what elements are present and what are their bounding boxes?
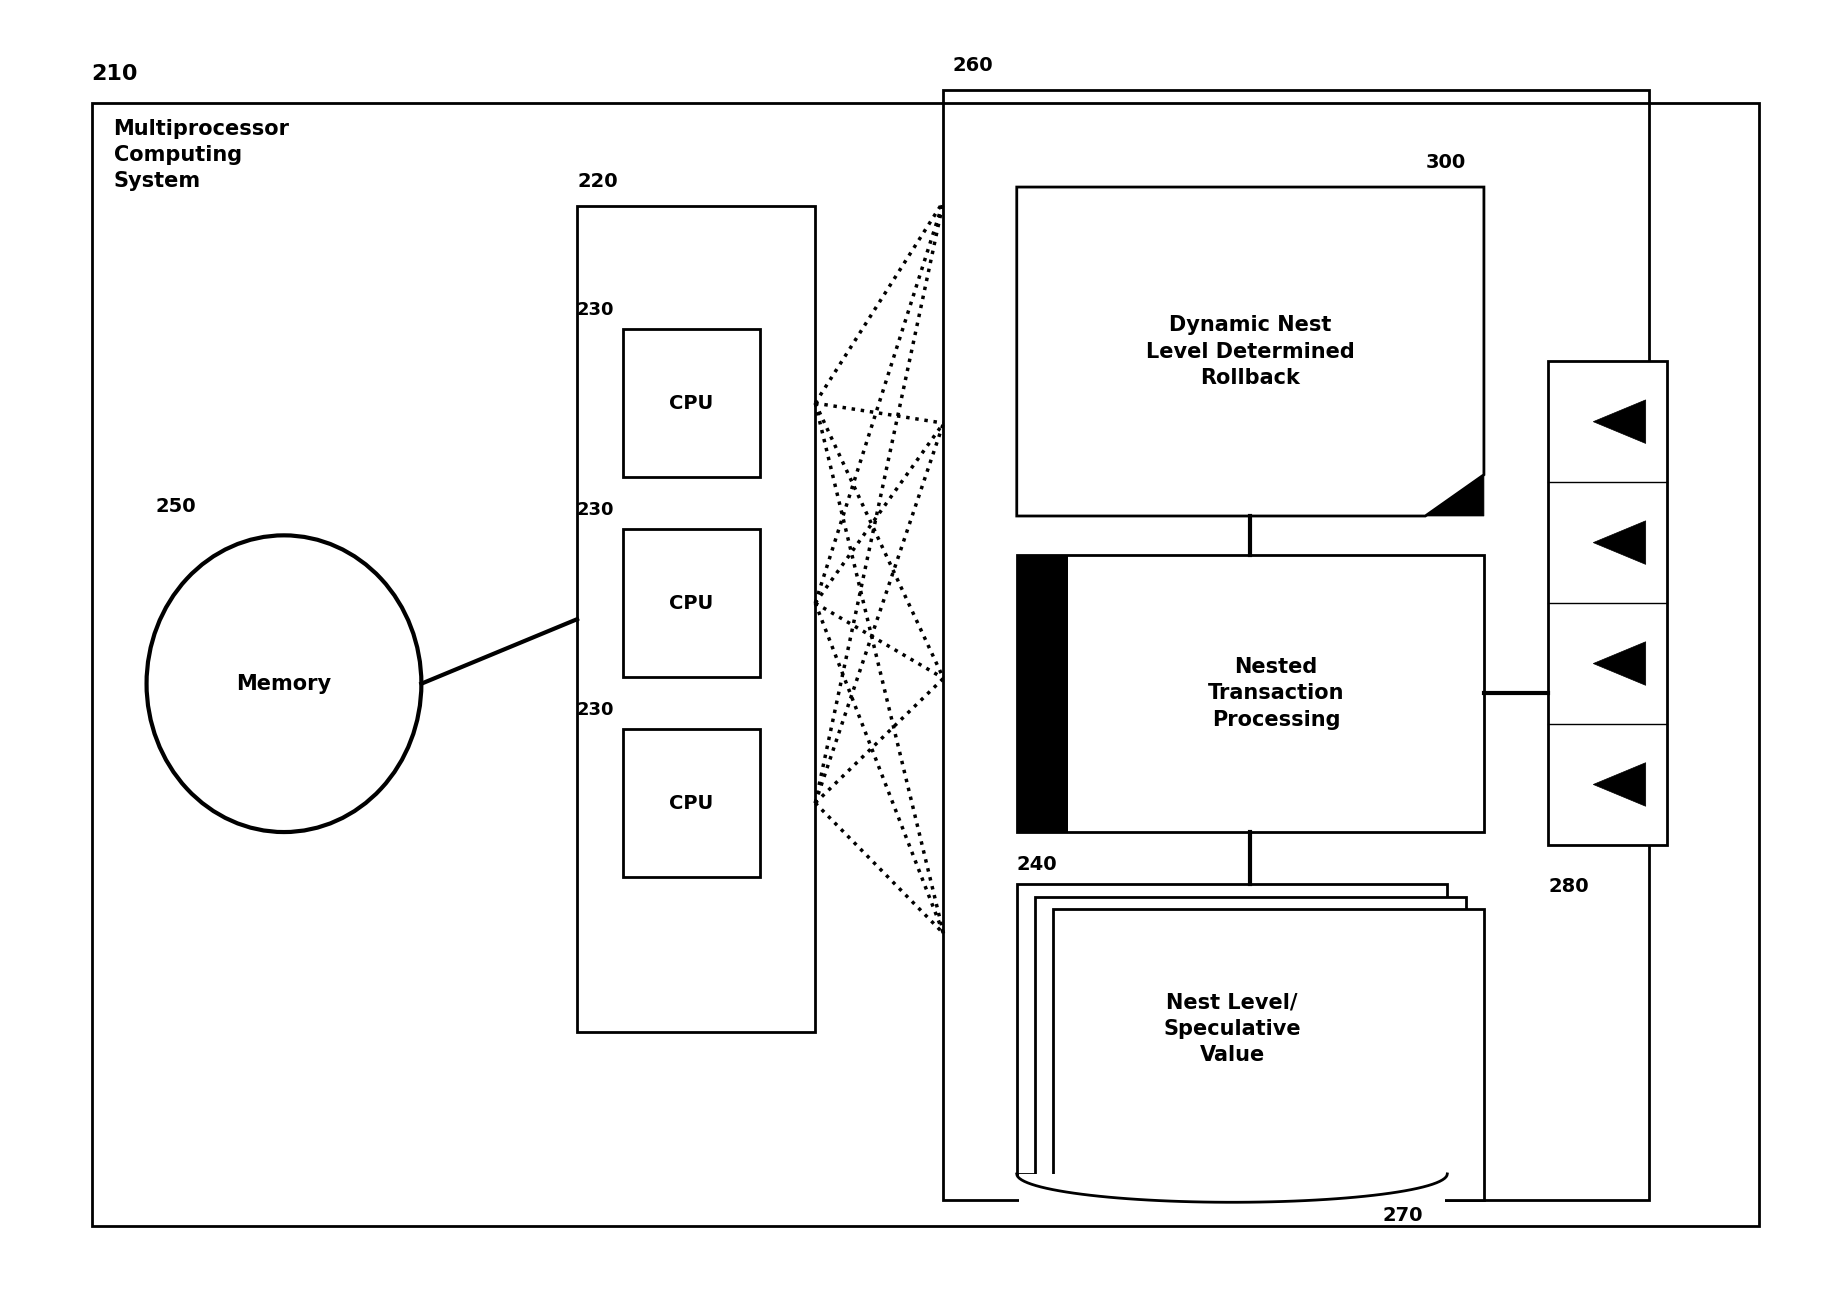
Bar: [1035, 897, 1466, 1187]
Polygon shape: [1425, 475, 1484, 516]
Text: 260: 260: [953, 55, 993, 75]
Text: 220: 220: [577, 172, 617, 191]
Bar: [92, 103, 1759, 1226]
Text: Memory: Memory: [236, 673, 332, 694]
Text: CPU: CPU: [669, 393, 714, 413]
Text: CPU: CPU: [669, 793, 714, 813]
Bar: [943, 90, 1649, 1200]
Text: CPU: CPU: [669, 593, 714, 613]
Text: Dynamic Nest
Level Determined
Rollback: Dynamic Nest Level Determined Rollback: [1147, 315, 1354, 388]
Text: 210: 210: [92, 63, 137, 84]
Bar: [577, 206, 815, 1032]
Text: 300: 300: [1425, 152, 1466, 172]
Text: 240: 240: [1017, 855, 1057, 875]
Polygon shape: [1594, 400, 1645, 444]
Polygon shape: [1594, 762, 1645, 806]
Text: 270: 270: [1383, 1206, 1423, 1226]
Text: 230: 230: [577, 301, 614, 319]
Bar: [623, 729, 760, 877]
Bar: [623, 529, 760, 677]
Text: Nested
Transaction
Processing: Nested Transaction Processing: [1207, 657, 1345, 730]
Text: Multiprocessor
Computing
System: Multiprocessor Computing System: [114, 119, 289, 191]
Bar: [1053, 909, 1484, 1200]
Polygon shape: [1017, 187, 1484, 516]
Text: 250: 250: [156, 497, 196, 516]
Bar: [1017, 555, 1068, 832]
Text: Nest Level/
Speculative
Value: Nest Level/ Speculative Value: [1163, 992, 1301, 1066]
Text: 230: 230: [577, 700, 614, 719]
Polygon shape: [1594, 642, 1645, 685]
Bar: [1017, 884, 1447, 1174]
Bar: [1017, 555, 1484, 832]
Text: 230: 230: [577, 501, 614, 519]
Polygon shape: [1594, 521, 1645, 565]
Bar: [1019, 1174, 1445, 1205]
Text: 280: 280: [1548, 877, 1588, 897]
Bar: [1548, 361, 1667, 845]
Bar: [623, 329, 760, 477]
